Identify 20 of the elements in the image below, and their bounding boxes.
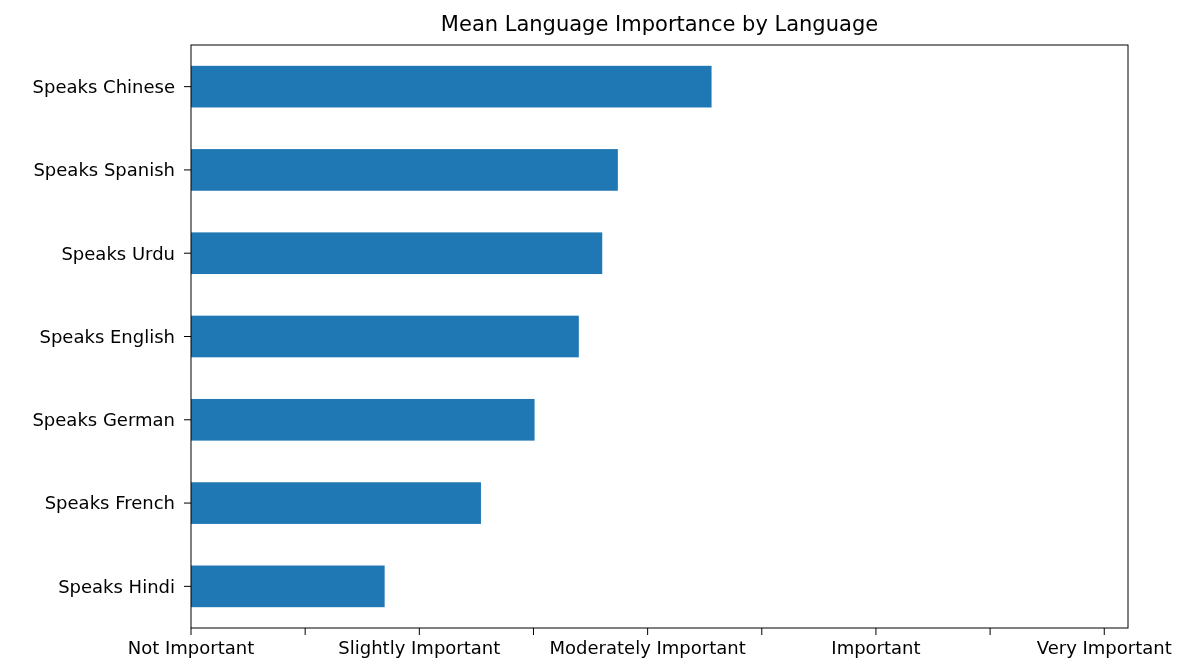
bar — [191, 315, 579, 358]
y-tick-label: Speaks German — [32, 409, 175, 431]
y-tick-label: Speaks Urdu — [61, 242, 175, 264]
bar — [191, 65, 712, 108]
text: Moderately Important — [549, 637, 746, 658]
y-tick-label: Speaks Spanish — [33, 159, 175, 181]
y-tick-label: Speaks English — [39, 325, 175, 347]
bar — [191, 565, 385, 608]
bar — [191, 398, 535, 441]
text: Important — [831, 637, 921, 658]
y-tick-label: Speaks Hindi — [58, 575, 175, 597]
text: Very Important — [1036, 637, 1172, 658]
text: Not Important — [127, 637, 255, 658]
bar — [191, 232, 603, 275]
y-tick-label: Speaks Chinese — [32, 75, 175, 97]
bar — [191, 482, 481, 524]
chart-title: Mean Language Importance by Language — [440, 12, 879, 36]
text: Slightly Important — [338, 637, 501, 658]
bar — [191, 149, 618, 191]
y-tick-label: Speaks French — [44, 492, 175, 514]
